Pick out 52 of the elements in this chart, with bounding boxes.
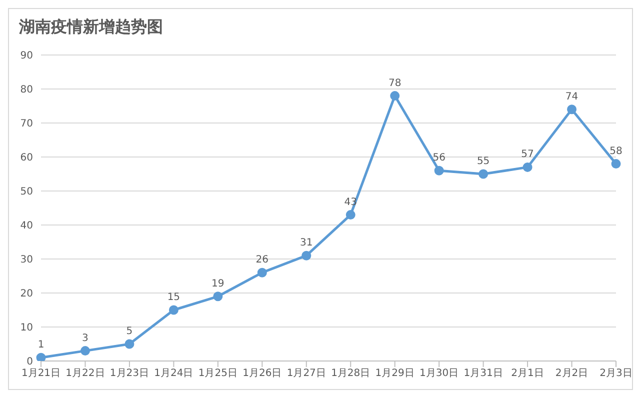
data-label: 15 [167,292,180,303]
point [434,166,444,176]
point [611,159,621,169]
point [390,91,400,101]
point [567,104,577,114]
x-tick-label: 2月3日 [600,368,632,380]
point [80,346,90,356]
x-tick-label: 1月22日 [66,368,105,380]
data-label: 19 [212,278,224,290]
y-tick-label: 30 [20,254,33,266]
x-tick-label: 1月26日 [242,368,282,380]
point [346,210,356,220]
y-tick-label: 50 [20,186,33,198]
point [522,162,532,172]
data-label: 58 [610,146,622,157]
point [302,250,312,260]
y-tick-label: 80 [20,84,33,96]
chart-title: 湖南疫情新增趋势图 [18,16,164,38]
data-label: 1 [38,340,44,351]
data-label: 57 [521,149,534,160]
x-tick-label: 1月30日 [420,368,459,380]
point [36,352,46,361]
x-tick-label: 1月25日 [198,368,238,380]
data-label: 78 [388,78,402,89]
x-tick-label: 1月21日 [21,368,61,380]
y-tick-label: 60 [20,152,33,164]
x-tick-label: 1月28日 [331,368,370,380]
data-label: 26 [256,254,269,266]
point [124,339,134,349]
data-label: 31 [300,238,313,249]
x-tick-label: 2月2日 [555,368,588,380]
y-tick-label: 10 [20,322,33,334]
x-tick-label: 1月24日 [154,368,194,380]
data-label: 3 [82,332,88,344]
y-tick-label: 90 [20,50,33,62]
point [478,169,488,179]
x-tick-label: 1月29日 [375,368,414,380]
point [213,292,223,302]
y-tick-label: 0 [26,356,33,368]
data-label: 56 [432,152,446,164]
y-tick-label: 40 [20,220,33,232]
x-tick-label: 1月23日 [110,368,150,380]
data-label: 5 [126,326,133,337]
x-tick-label: 1月27日 [286,368,326,380]
x-tick-label: 2月1日 [511,368,544,380]
y-tick-label: 20 [20,288,33,300]
x-tick-label: 1月31日 [464,368,503,380]
data-label: 55 [476,156,490,167]
y-tick-label: 70 [20,118,33,130]
data-label: 74 [565,91,578,102]
point [257,268,267,278]
point [168,305,178,315]
